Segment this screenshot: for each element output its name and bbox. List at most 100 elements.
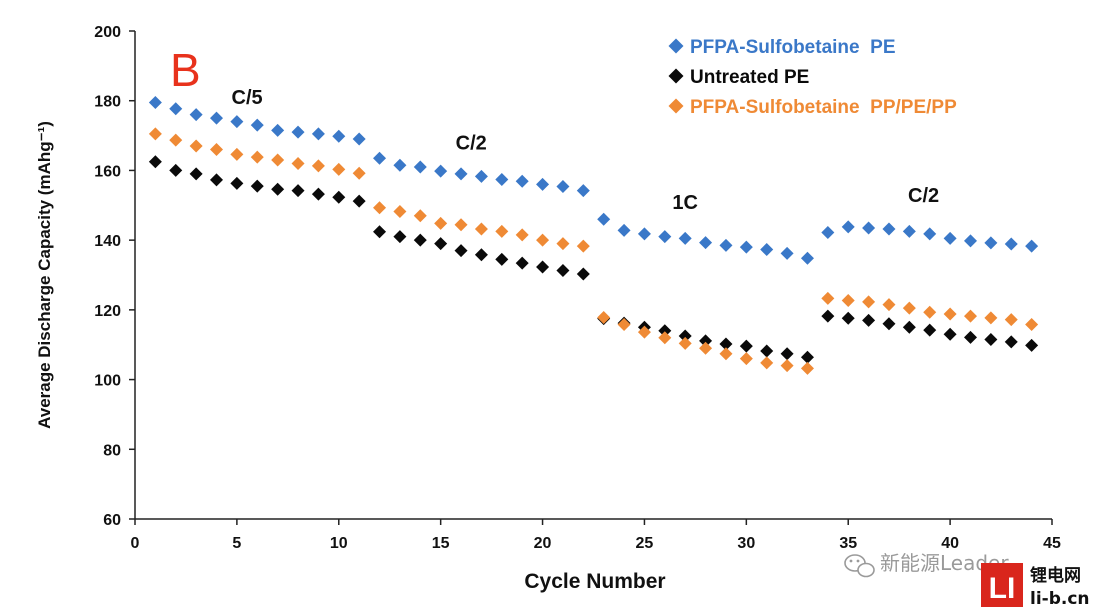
data-point	[739, 339, 753, 353]
data-point	[373, 151, 387, 165]
wechat-icon	[844, 554, 875, 578]
data-point	[169, 133, 183, 147]
data-point	[699, 236, 713, 250]
data-point	[1004, 313, 1018, 327]
data-point	[719, 238, 733, 252]
x-tick-label: 35	[839, 535, 857, 552]
data-point	[1025, 239, 1039, 253]
data-point	[923, 323, 937, 337]
legend-item: PFPA-Sulfobetaine PE	[668, 37, 896, 58]
logo-mark-text: LI	[989, 572, 1016, 605]
data-point	[963, 330, 977, 344]
data-point	[699, 334, 713, 348]
data-point	[760, 344, 774, 358]
data-point	[780, 246, 794, 260]
panel-label: B	[170, 44, 201, 96]
data-point	[148, 127, 162, 141]
x-tick-label: 10	[330, 535, 348, 552]
data-point	[1004, 335, 1018, 349]
data-point	[862, 221, 876, 235]
data-point	[760, 356, 774, 370]
y-tick-label: 100	[94, 373, 121, 390]
data-point	[536, 260, 550, 274]
data-point	[536, 177, 550, 191]
data-point	[841, 311, 855, 325]
x-tick-label: 45	[1043, 535, 1061, 552]
rate-annotation: 1C	[672, 192, 698, 214]
legend-label: Untreated PE	[690, 67, 809, 88]
data-point	[984, 236, 998, 250]
rate-annotation: C/2	[908, 185, 939, 207]
logo-url: li-b.cn	[1030, 589, 1090, 609]
x-tick-label: 5	[232, 535, 241, 552]
data-point	[434, 237, 448, 251]
data-point	[454, 167, 468, 181]
data-point	[210, 143, 224, 157]
data-point	[536, 233, 550, 247]
data-point	[210, 111, 224, 125]
x-tick-label: 0	[131, 535, 140, 552]
data-point	[821, 291, 835, 305]
data-point	[556, 263, 570, 277]
data-point	[332, 129, 346, 143]
data-point	[637, 227, 651, 241]
annotations: C/5 C/2 1C C/2	[232, 87, 940, 214]
data-point	[148, 155, 162, 169]
data-point	[352, 132, 366, 146]
data-point	[719, 337, 733, 351]
x-tick-label: 20	[534, 535, 552, 552]
y-tick-label: 120	[94, 303, 121, 320]
x-tick-label: 30	[737, 535, 755, 552]
data-point	[352, 194, 366, 208]
data-point	[434, 164, 448, 178]
data-point	[658, 324, 672, 338]
data-point	[637, 325, 651, 339]
legend: PFPA-Sulfobetaine PE Untreated PE PFPA-Sul…	[668, 37, 957, 118]
data-point	[189, 139, 203, 153]
data-point	[678, 336, 692, 350]
data-point	[556, 179, 570, 193]
data-point	[760, 243, 774, 257]
data-point	[576, 267, 590, 281]
data-point	[902, 301, 916, 315]
data-point	[454, 244, 468, 258]
data-point	[393, 158, 407, 172]
data-point	[495, 224, 509, 238]
data-point	[1004, 237, 1018, 251]
data-point	[250, 150, 264, 164]
y-tick-label: 180	[94, 94, 121, 111]
data-point	[719, 347, 733, 361]
data-point	[210, 173, 224, 187]
y-tick-label: 80	[103, 442, 121, 459]
data-point	[474, 169, 488, 183]
data-point	[393, 205, 407, 219]
data-point	[515, 174, 529, 188]
data-point	[230, 147, 244, 161]
data-point	[1025, 317, 1039, 331]
data-point	[678, 329, 692, 343]
data-point	[963, 309, 977, 323]
logo-mark	[981, 563, 1023, 607]
data-point	[800, 251, 814, 265]
series-2	[148, 155, 1039, 364]
y-tick-label: 60	[103, 512, 121, 529]
data-point	[862, 313, 876, 327]
data-point	[515, 228, 529, 242]
x-tick-label: 25	[636, 535, 654, 552]
data-point	[800, 361, 814, 375]
data-point	[332, 162, 346, 176]
data-point	[902, 320, 916, 334]
data-point	[617, 223, 631, 237]
y-tick-label: 160	[94, 163, 121, 180]
data-point	[332, 190, 346, 204]
legend-marker	[668, 38, 684, 54]
legend-label: PFPA-Sulfobetaine PE	[690, 37, 896, 58]
data-point	[454, 218, 468, 232]
data-point	[271, 153, 285, 167]
rate-annotation: C/2	[456, 133, 487, 155]
data-point	[495, 172, 509, 186]
data-point	[515, 256, 529, 270]
data-point	[311, 187, 325, 201]
x-tick-label: 15	[432, 535, 450, 552]
